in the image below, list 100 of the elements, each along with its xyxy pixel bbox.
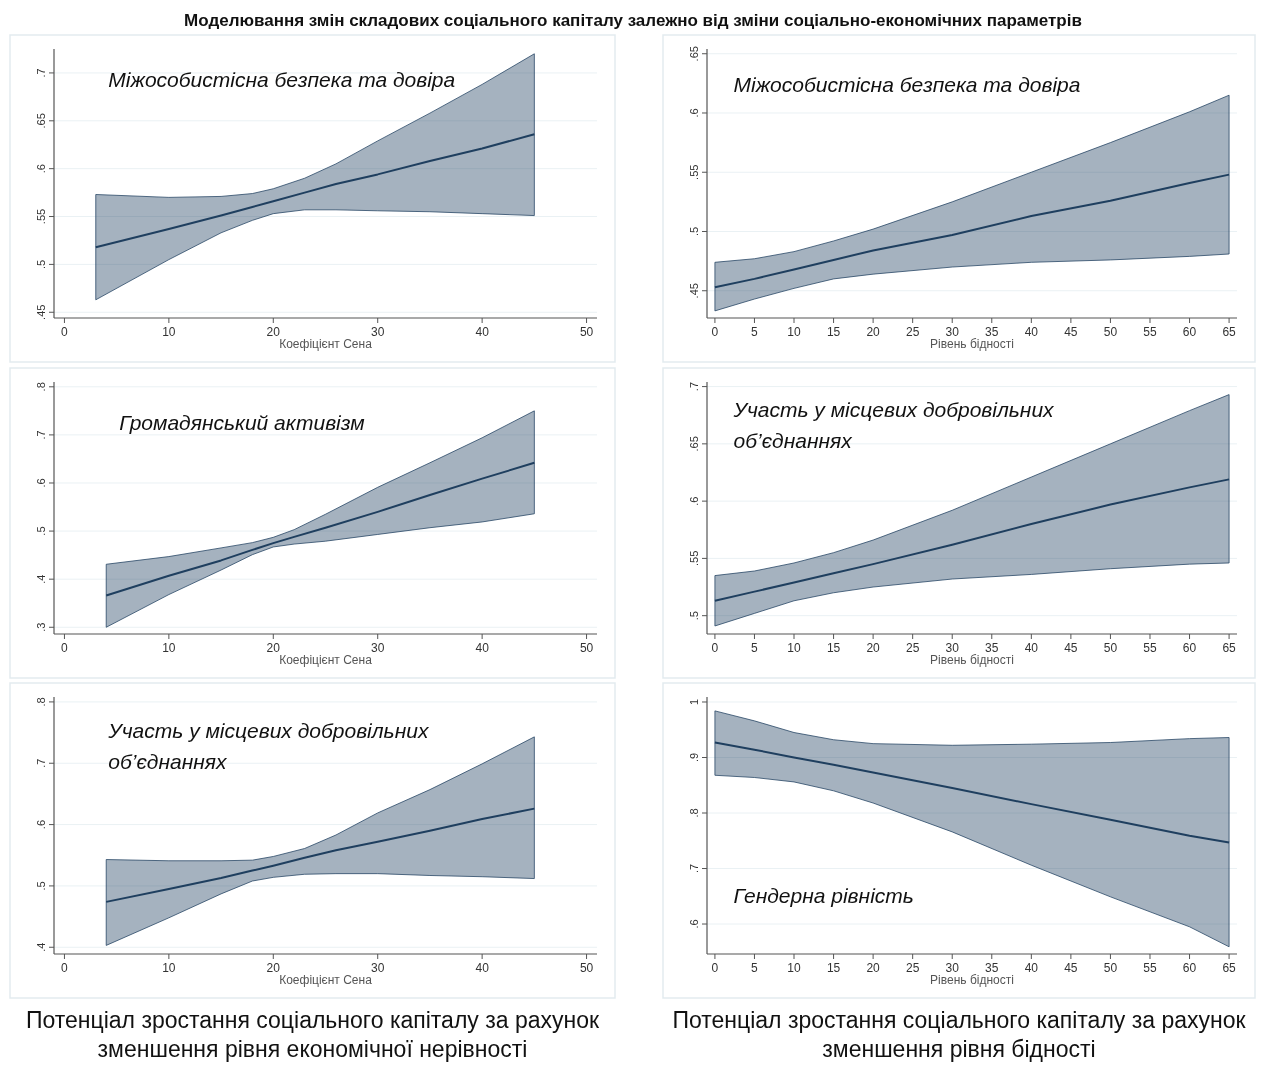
x-tick-label: 45 [1064, 961, 1078, 975]
y-tick-label: .7 [35, 430, 47, 440]
x-tick-label: 50 [579, 961, 594, 975]
y-tick-label: .5 [688, 226, 700, 237]
y-tick-label: 1 [688, 698, 700, 706]
x-tick-label: 10 [162, 325, 176, 339]
y-tick-label: .9 [688, 752, 700, 763]
y-tick-label: .65 [35, 113, 47, 129]
text: Потенціал зростання соціального капіталу за рахунок зменшення рівня економічної нерівності [25, 1007, 601, 1062]
y-tick-label: .6 [688, 919, 700, 929]
x-tick-label: 5 [751, 961, 759, 975]
y-tick-label: .8 [35, 382, 47, 392]
y-tick-label: .7 [688, 863, 700, 874]
line-series [105, 807, 536, 903]
y-tick-label: .6 [35, 819, 47, 830]
x-tick-label: 20 [866, 961, 881, 975]
x-axis-title: Рівень бідності [930, 653, 1014, 667]
y-tick-label: .45 [688, 283, 700, 299]
y-tick-label: .4 [35, 942, 47, 952]
x-tick-label: 55 [1143, 325, 1157, 339]
x-tick-label: 45 [1064, 325, 1078, 339]
x-tick-label: 0 [711, 961, 719, 975]
x-tick-label: 15 [826, 325, 841, 339]
y-tick-label: .55 [688, 164, 700, 180]
x-tick-label: 0 [711, 641, 719, 655]
annotation: Громадянський активізм [119, 410, 365, 434]
y-tick-label: .45 [35, 304, 47, 320]
x-tick-label: 40 [475, 961, 490, 975]
x-tick-label: 40 [475, 641, 490, 655]
line-series [713, 741, 1231, 844]
x-tick-label: 0 [711, 325, 719, 339]
line-series [713, 173, 1231, 289]
y-tick-label: .3 [35, 622, 47, 632]
y-tick-label: .5 [35, 259, 47, 269]
y-tick-label: .6 [35, 478, 47, 488]
y-tick-label: .8 [35, 697, 47, 707]
x-tick-label: 65 [1222, 641, 1237, 655]
annotation: Міжособистісна безпека та довіра [733, 73, 1081, 97]
y-tick-label: .5 [688, 611, 700, 621]
x-tick-label: 20 [866, 641, 881, 655]
x-tick-label: 20 [266, 325, 281, 339]
y-tick-label: .65 [688, 46, 700, 62]
y-tick-label: .6 [688, 496, 700, 506]
x-axis-title: Рівень бідності [930, 337, 1014, 351]
x-tick-label: 25 [905, 325, 920, 339]
x-tick-label: 50 [1103, 961, 1118, 975]
x-axis-title: Коефіцієнт Сена [279, 973, 373, 987]
x-tick-label: 10 [162, 641, 176, 655]
x-tick-label: 50 [579, 641, 594, 655]
y-tick-label: .55 [688, 550, 700, 567]
x-tick-label: 50 [1103, 641, 1118, 655]
x-tick-label: 65 [1222, 961, 1237, 975]
line-series [713, 478, 1231, 602]
annotation: Участь у місцевих добровільних об’єднаннях [107, 719, 430, 774]
y-tick-label: .5 [35, 526, 47, 536]
x-tick-label: 55 [1143, 641, 1157, 655]
y-tick-label: .6 [688, 108, 700, 118]
x-tick-label: 30 [371, 641, 385, 655]
annotation: Гендерна рівність [733, 883, 914, 907]
x-tick-label: 45 [1064, 641, 1078, 655]
x-tick-label: 50 [1103, 325, 1118, 339]
x-tick-label: 10 [787, 961, 802, 975]
y-tick-label: .7 [35, 68, 47, 78]
x-tick-label: 35 [985, 325, 999, 339]
x-tick-label: 30 [945, 641, 960, 655]
x-tick-label: 5 [751, 325, 759, 339]
y-tick-label: .5 [35, 881, 47, 891]
x-tick-label: 50 [579, 325, 594, 339]
x-tick-label: 0 [61, 961, 69, 975]
x-tick-label: 60 [1182, 325, 1197, 339]
x-tick-label: 0 [61, 325, 69, 339]
line-series [105, 461, 536, 597]
y-tick-label: .6 [35, 164, 47, 174]
x-tick-label: 10 [787, 641, 802, 655]
x-tick-label: 65 [1222, 325, 1237, 339]
y-tick-label: .7 [688, 381, 700, 392]
x-tick-label: 5 [751, 641, 759, 655]
x-tick-label: 35 [985, 961, 999, 975]
annotation: Міжособистісна безпека та довіра [108, 67, 456, 91]
x-tick-label: 30 [371, 325, 385, 339]
x-tick-label: 20 [266, 961, 281, 975]
x-tick-label: 35 [985, 641, 999, 655]
y-tick-label: .55 [35, 208, 47, 225]
y-tick-label: .8 [688, 808, 700, 818]
line-series [94, 133, 536, 249]
x-tick-label: 10 [162, 961, 176, 975]
x-axis-title: Коефіцієнт Сена [279, 653, 373, 667]
x-tick-label: 60 [1182, 641, 1197, 655]
x-tick-label: 60 [1182, 961, 1197, 975]
x-tick-label: 40 [1024, 641, 1039, 655]
x-tick-label: 25 [905, 641, 920, 655]
x-tick-label: 55 [1143, 961, 1157, 975]
y-tick-label: .4 [35, 574, 47, 584]
x-tick-label: 30 [945, 325, 960, 339]
x-axis-title: Коефіцієнт Сена [279, 337, 373, 351]
x-tick-label: 20 [866, 325, 881, 339]
text: Потенціал зростання соціального капіталу за рахунок зменшення рівня бідності [672, 1007, 1247, 1062]
text: Моделювання змін складових соціального капіталу залежно від зміни соціально-економічних параметрів [184, 11, 1082, 30]
x-tick-label: 40 [1024, 961, 1039, 975]
x-tick-label: 20 [266, 641, 281, 655]
